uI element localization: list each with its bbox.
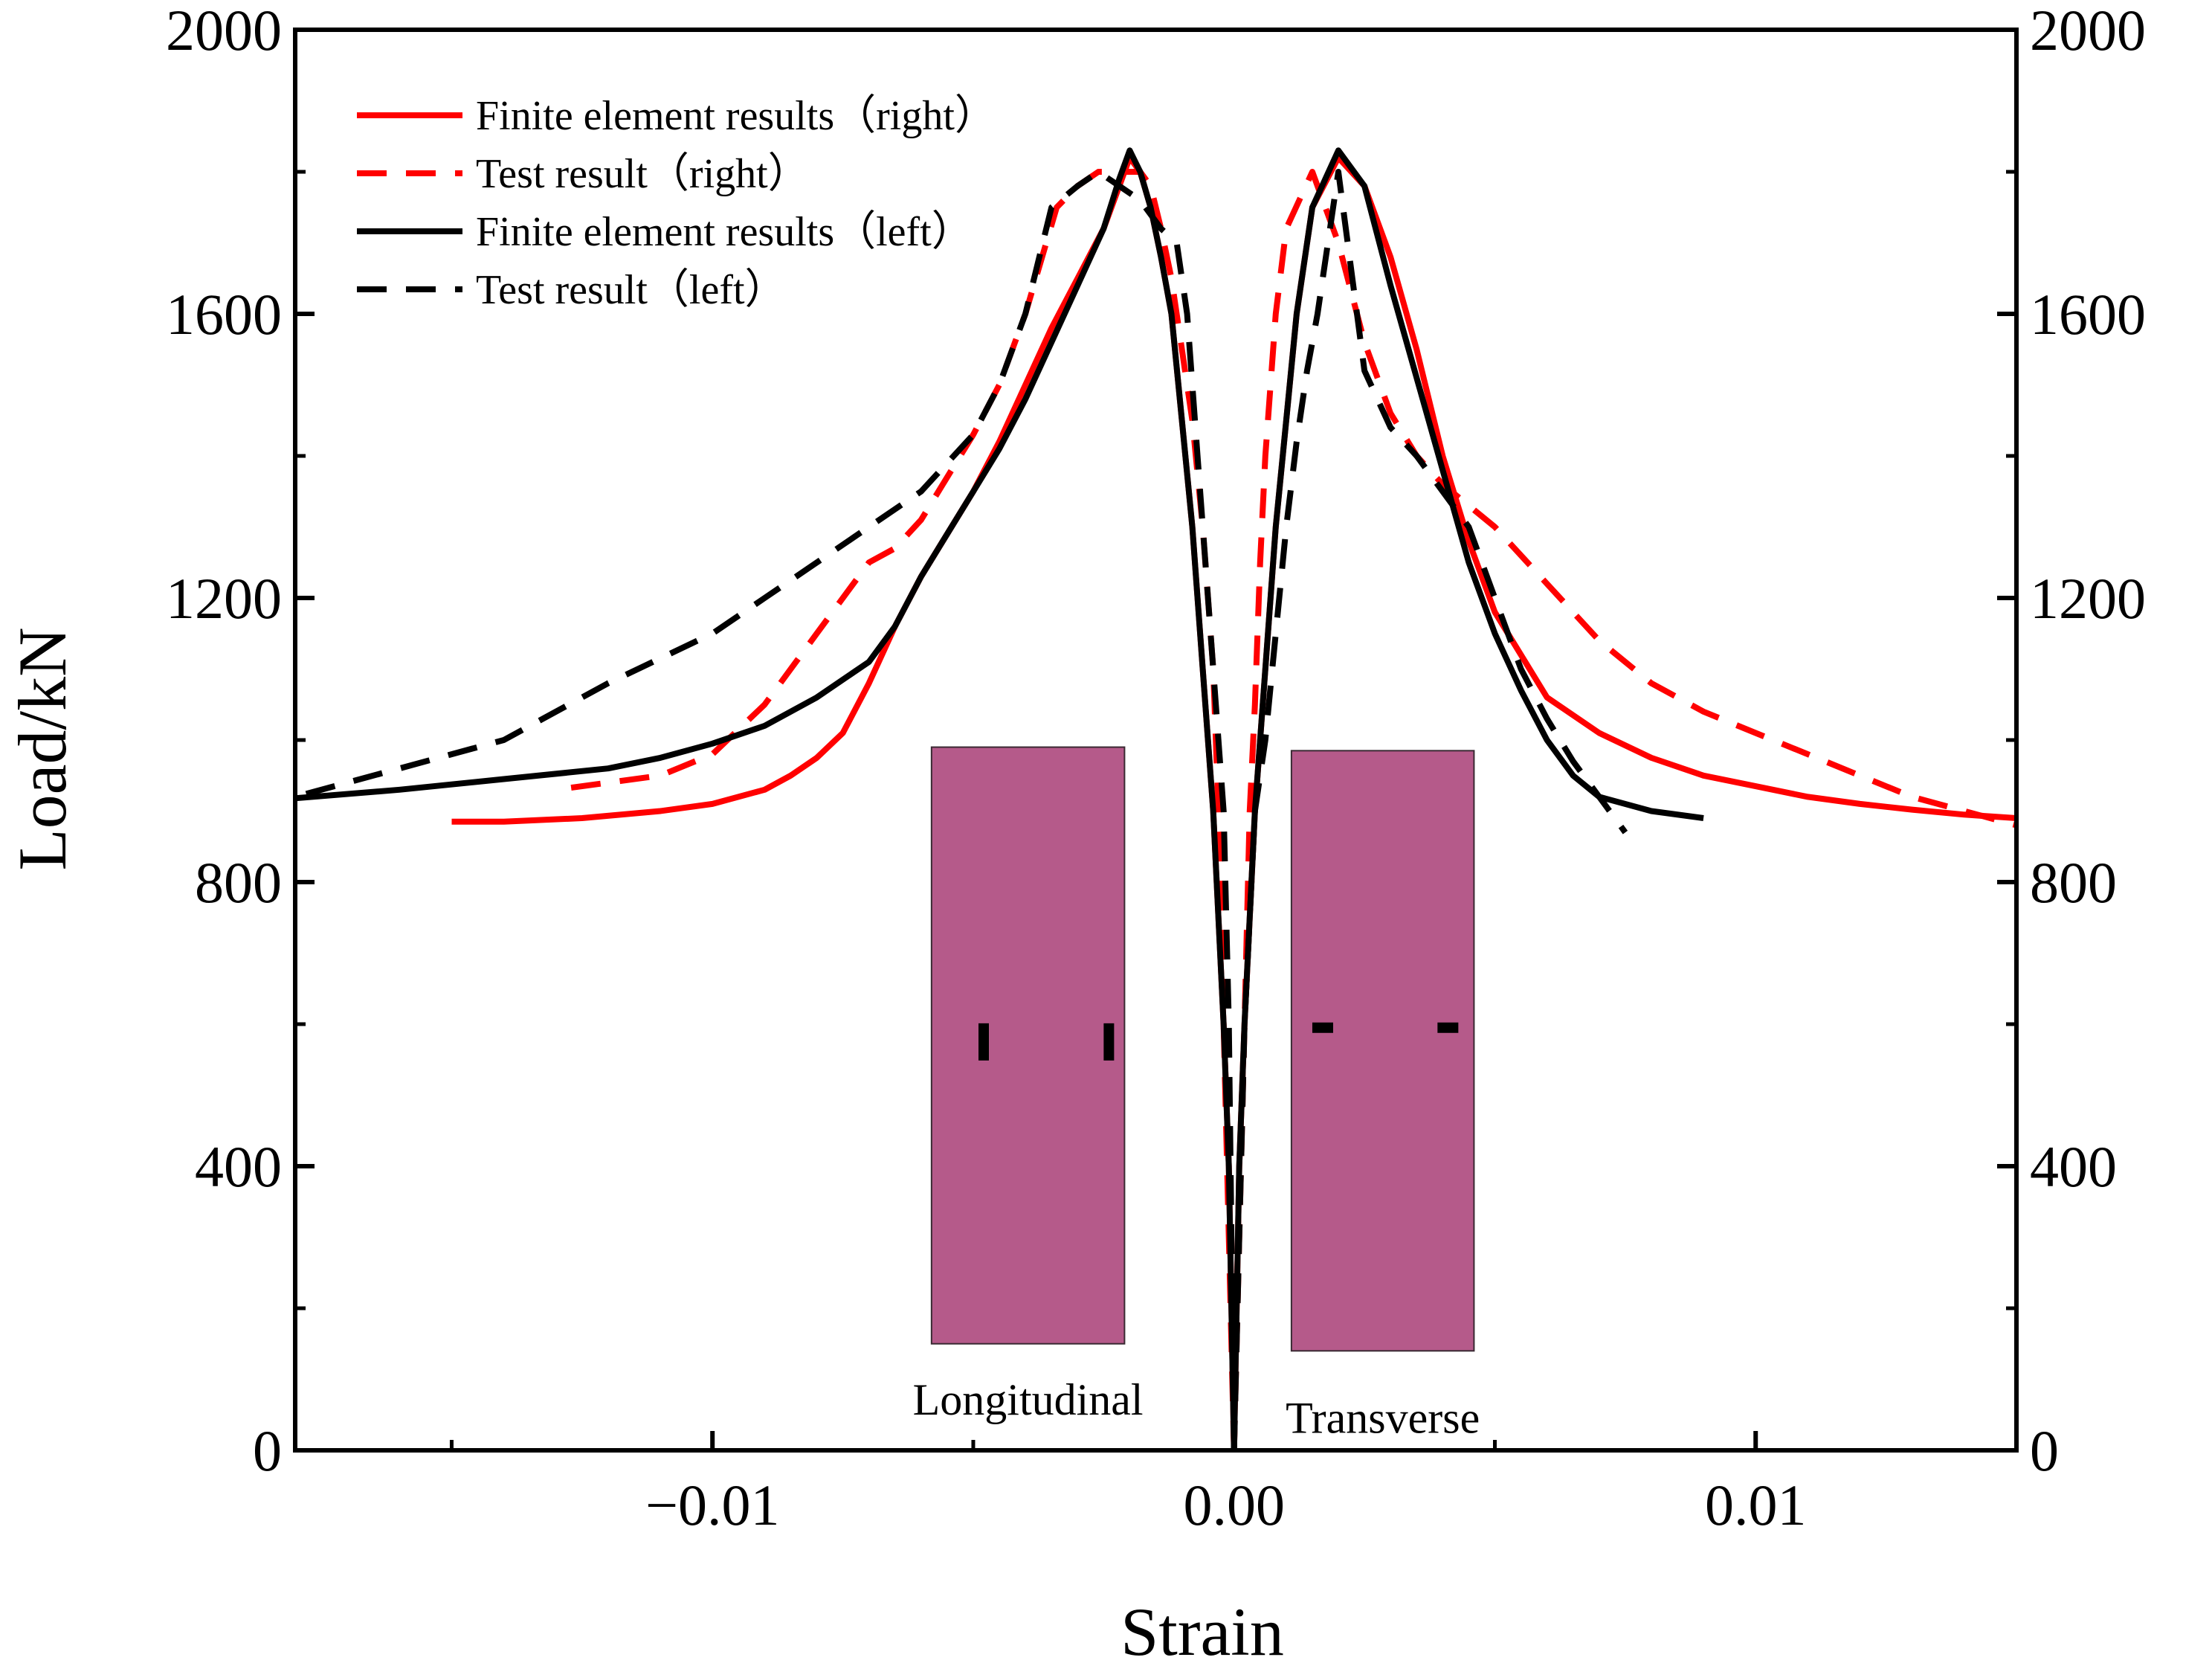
strain-gauge-mark xyxy=(1312,1022,1333,1033)
series-line-4-negative xyxy=(295,169,1237,1450)
series-line-4-positive xyxy=(1231,169,1628,1450)
y-tick-label-left: 1600 xyxy=(166,282,282,347)
y-axis-title: Load/kN xyxy=(4,627,80,870)
x-tick-label: 0.01 xyxy=(1705,1473,1807,1537)
strain-gauge-mark xyxy=(1437,1022,1459,1033)
y-tick-label-left: 800 xyxy=(195,850,282,915)
y-tick-label-right: 0 xyxy=(2030,1418,2059,1483)
legend-label-3: Finite element results（left） xyxy=(476,209,973,255)
y-tick-label-right: 400 xyxy=(2030,1134,2117,1199)
legend: Finite element results（right） Test result… xyxy=(357,93,996,313)
strain-gauge-mark xyxy=(978,1023,989,1061)
y-tick-label-left: 2000 xyxy=(166,0,282,62)
inset-specimen-1 xyxy=(930,746,1126,1345)
series-line-3-negative xyxy=(295,147,1237,1450)
legend-label-4: Test result（left） xyxy=(476,267,787,313)
inset-label-1: Longitudinal xyxy=(913,1375,1144,1424)
y-tick-label-left: 400 xyxy=(195,1134,282,1199)
x-tick-label: −0.01 xyxy=(645,1473,780,1537)
strain-gauge-mark xyxy=(1103,1023,1115,1061)
y-tick-label-right: 2000 xyxy=(2030,0,2146,62)
axes: 0 400 800 1200 1600 2000 0 400 800 1200 1600 2000 −0… xyxy=(166,0,2146,1537)
legend-label-1: Finite element results（right） xyxy=(476,93,996,139)
x-axis-title: Strain xyxy=(1120,1594,1284,1666)
x-tick-label: 0.00 xyxy=(1183,1473,1285,1537)
y-tick-label-right: 1600 xyxy=(2030,282,2146,347)
y-tick-label-left: 1200 xyxy=(166,566,282,631)
y-tick-label-right: 800 xyxy=(2030,850,2117,915)
legend-label-2: Test result（right） xyxy=(476,151,810,197)
series-group xyxy=(295,147,2016,1450)
inset-label-2: Transverse xyxy=(1286,1393,1480,1442)
y-tick-label-left: 0 xyxy=(253,1418,282,1483)
y-tick-label-right: 1200 xyxy=(2030,566,2146,631)
inset-specimen-2 xyxy=(1290,750,1475,1352)
plot-area: Longitudinal Transverse xyxy=(295,147,2016,1450)
